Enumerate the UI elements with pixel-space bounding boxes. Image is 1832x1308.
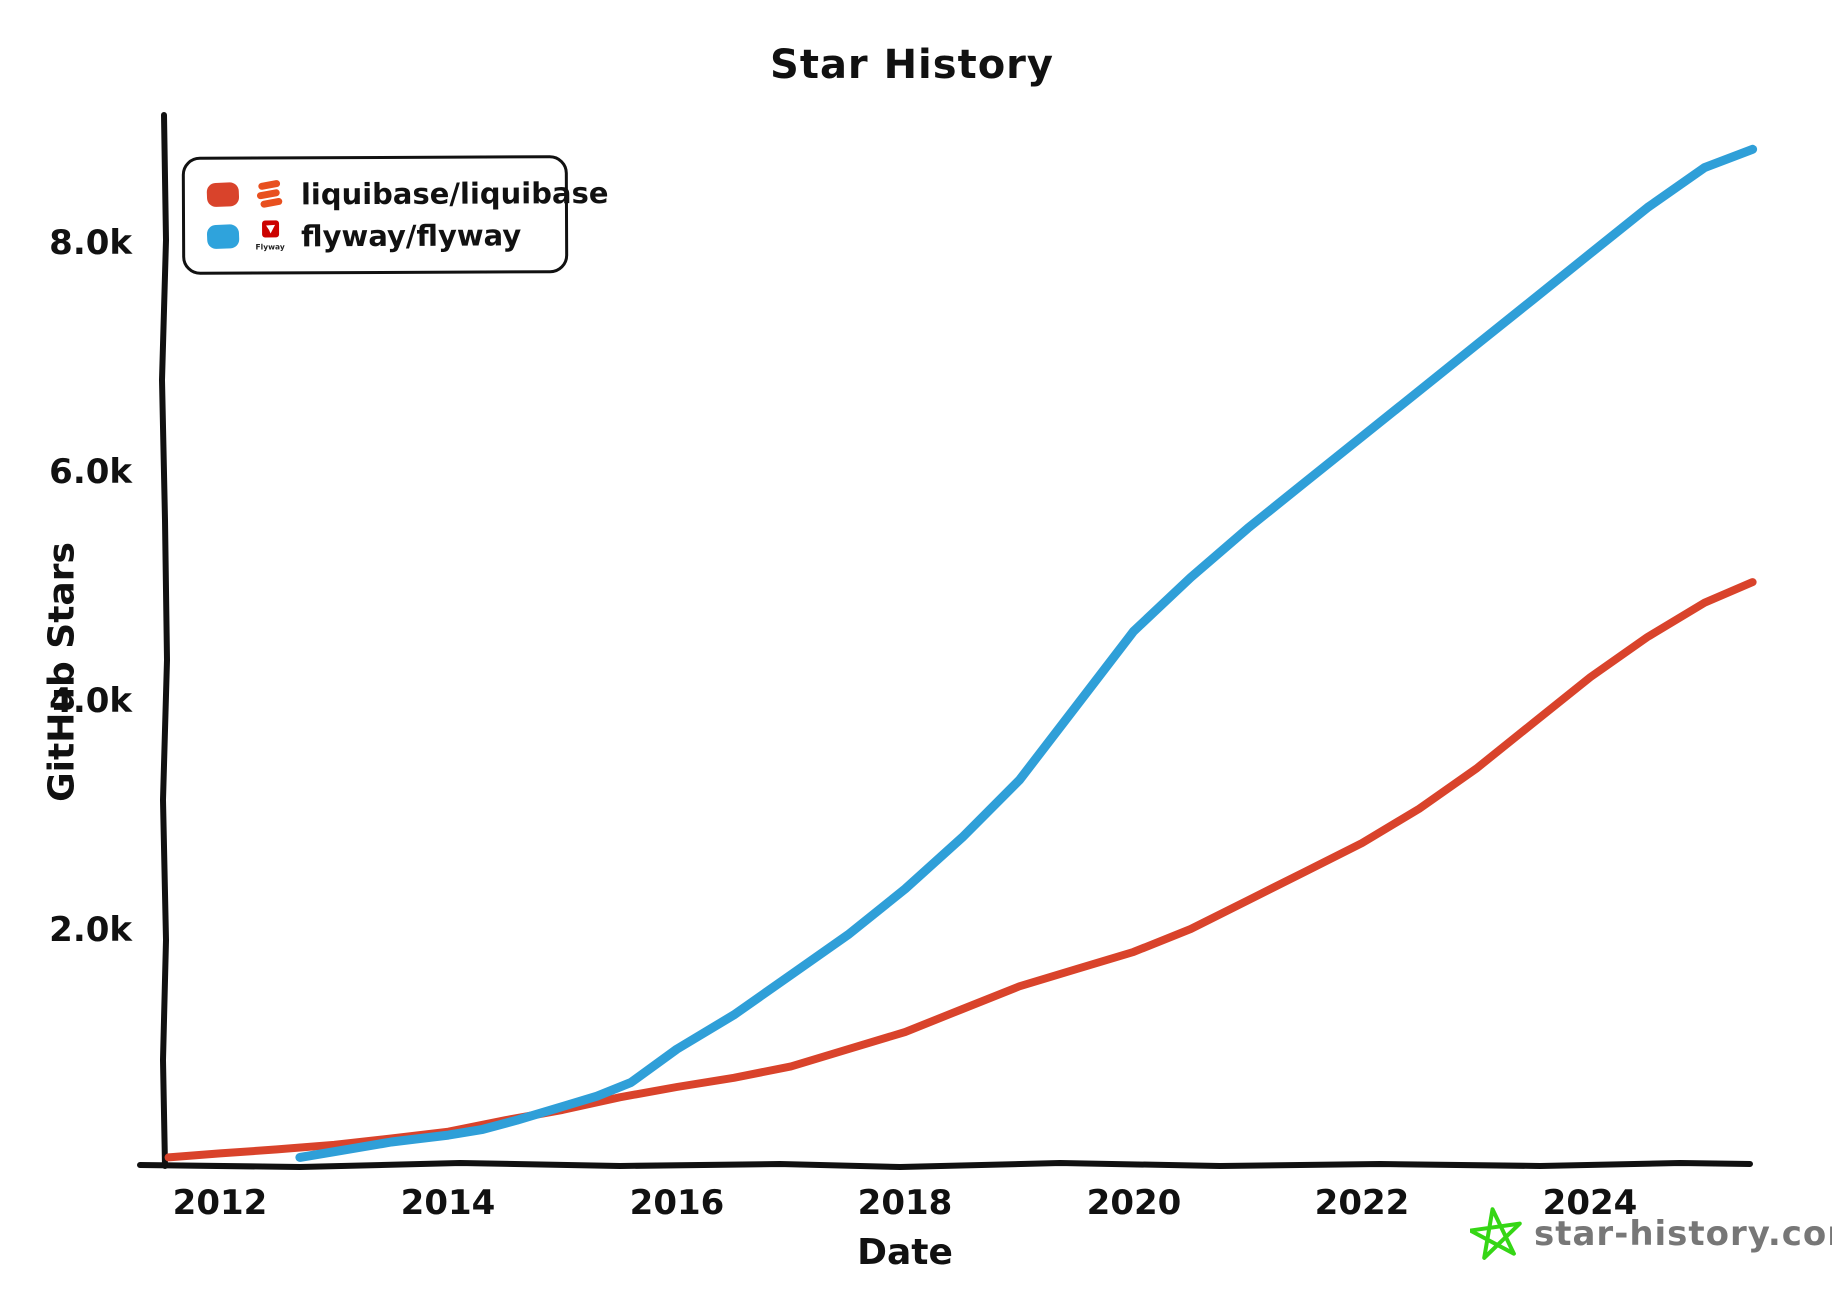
x-tick-label: 2018 bbox=[858, 1183, 953, 1223]
watermark: star-history.com bbox=[1470, 1206, 1832, 1262]
flyway-logo-icon: Flyway bbox=[253, 219, 287, 253]
x-tick-label: 2012 bbox=[173, 1183, 268, 1223]
star-icon bbox=[1470, 1207, 1522, 1260]
y-axis-line bbox=[159, 112, 170, 1169]
y-tick-label: 2.0k bbox=[49, 910, 133, 950]
y-tick-label: 6.0k bbox=[49, 452, 133, 492]
series-line-liquibase-liquibase bbox=[164, 578, 1757, 1162]
chart-title: Star History bbox=[770, 42, 1054, 88]
x-tick-label: 2016 bbox=[630, 1183, 725, 1223]
watermark-text: star-history.com bbox=[1534, 1214, 1832, 1254]
x-tick-label: 2024 bbox=[1543, 1183, 1638, 1223]
liquibase-logo-icon bbox=[253, 177, 287, 211]
x-tick-label: 2020 bbox=[1087, 1183, 1182, 1223]
legend: liquibase/liquibase Flyway flyway/flyway bbox=[181, 155, 609, 275]
y-tick-label: 8.0k bbox=[49, 223, 133, 263]
legend-entry-flyway: Flyway flyway/flyway bbox=[206, 218, 565, 254]
flyway-color-swatch bbox=[206, 224, 240, 250]
legend-label: liquibase/liquibase bbox=[300, 175, 609, 212]
x-tick-label: 2022 bbox=[1315, 1183, 1410, 1223]
legend-entry-liquibase: liquibase/liquibase bbox=[206, 176, 609, 212]
x-axis-line bbox=[137, 1160, 1753, 1170]
liquibase-color-swatch bbox=[206, 182, 240, 208]
y-tick-label: 4.0k bbox=[49, 681, 133, 721]
legend-label: flyway/flyway bbox=[301, 218, 522, 254]
svg-text:Flyway: Flyway bbox=[256, 242, 285, 251]
series-line-flyway-flyway bbox=[295, 144, 1758, 1162]
x-axis-title: Date bbox=[857, 1232, 953, 1273]
x-tick-label: 2014 bbox=[401, 1183, 496, 1223]
